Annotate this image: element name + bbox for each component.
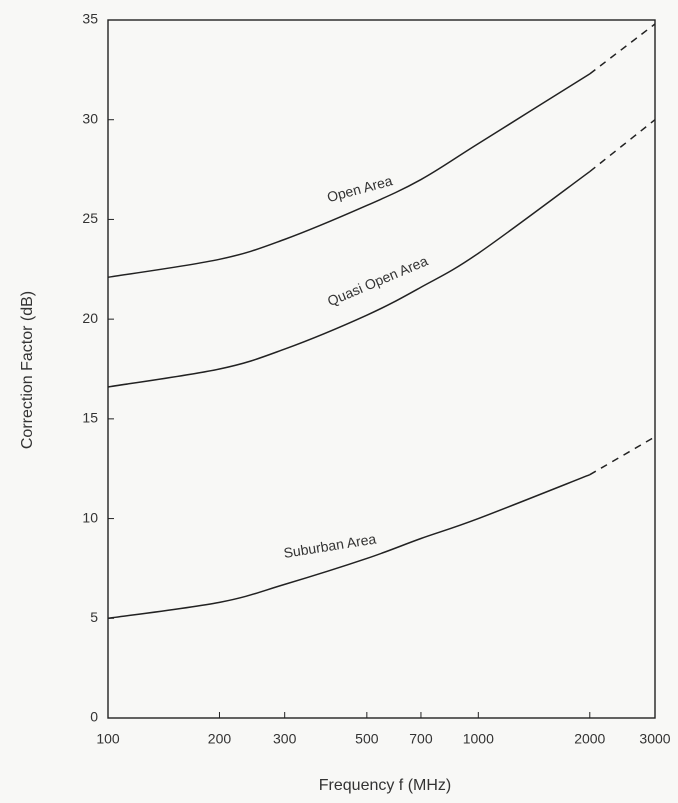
curve-label: Open Area bbox=[325, 172, 394, 205]
curve-label: Suburban Area bbox=[282, 530, 377, 560]
y-tick-label: 10 bbox=[82, 509, 98, 525]
x-tick-label: 1000 bbox=[463, 731, 494, 747]
y-tick-label: 25 bbox=[82, 210, 98, 226]
y-tick-label: 0 bbox=[90, 709, 98, 725]
curve-extrapolated bbox=[590, 120, 655, 172]
curve-label: Quasi Open Area bbox=[325, 252, 430, 309]
y-tick-label: 35 bbox=[82, 11, 98, 27]
chart: Frequency f (MHz) Correction Factor (dB)… bbox=[0, 0, 678, 803]
x-tick-label: 3000 bbox=[639, 731, 670, 747]
x-tick-label: 700 bbox=[409, 731, 433, 747]
x-tick-label: 200 bbox=[208, 731, 232, 747]
y-tick-label: 5 bbox=[90, 609, 98, 625]
curve-extrapolated bbox=[590, 437, 655, 475]
y-tick-label: 15 bbox=[82, 410, 98, 426]
x-tick-label: 2000 bbox=[574, 731, 605, 747]
y-axis-title: Correction Factor (dB) bbox=[19, 291, 36, 449]
plot-frame bbox=[108, 20, 655, 718]
x-axis-title: Frequency f (MHz) bbox=[319, 777, 451, 794]
x-tick-label: 500 bbox=[355, 731, 379, 747]
x-tick-label: 100 bbox=[96, 731, 120, 747]
y-tick-label: 30 bbox=[82, 110, 98, 126]
y-tick-label: 20 bbox=[82, 310, 98, 326]
x-tick-label: 300 bbox=[273, 731, 297, 747]
curve bbox=[108, 74, 590, 277]
curve bbox=[108, 172, 590, 387]
curve-extrapolated bbox=[590, 24, 655, 74]
